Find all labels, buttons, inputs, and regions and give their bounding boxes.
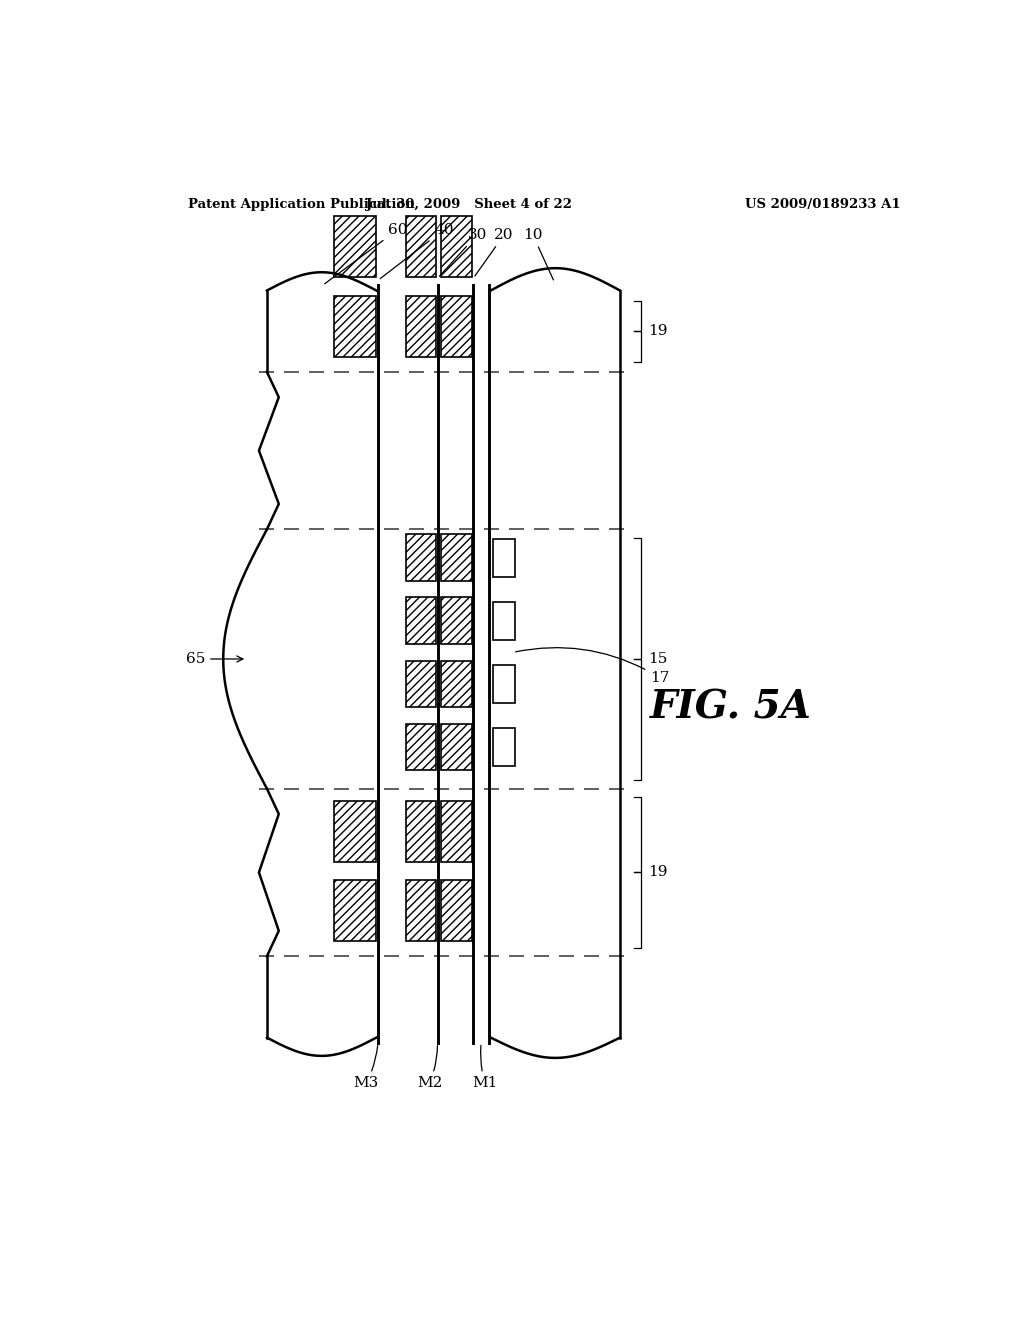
Text: 15: 15 <box>648 652 668 667</box>
Bar <box>406 296 436 356</box>
Bar <box>494 727 515 766</box>
Bar <box>334 216 376 277</box>
Bar <box>406 660 436 708</box>
Text: 30: 30 <box>439 227 486 276</box>
Bar <box>441 216 472 277</box>
Text: 65: 65 <box>185 652 243 667</box>
Text: 10: 10 <box>523 227 553 280</box>
Text: M3: M3 <box>353 1045 379 1090</box>
Bar <box>334 880 376 941</box>
Bar <box>334 296 376 356</box>
Text: 17: 17 <box>516 648 670 685</box>
Text: M2: M2 <box>417 1045 442 1090</box>
Bar <box>441 535 472 581</box>
Bar <box>441 660 472 708</box>
Bar <box>441 598 472 644</box>
Bar <box>334 801 376 862</box>
Text: US 2009/0189233 A1: US 2009/0189233 A1 <box>744 198 900 211</box>
Bar <box>441 296 472 356</box>
Bar <box>406 723 436 771</box>
Bar <box>441 880 472 941</box>
Text: M1: M1 <box>472 1045 498 1090</box>
Bar <box>406 598 436 644</box>
Text: FIG. 5A: FIG. 5A <box>650 688 812 726</box>
Bar <box>406 216 436 277</box>
Text: 20: 20 <box>475 227 514 276</box>
Bar <box>494 664 515 704</box>
Text: 19: 19 <box>648 325 668 338</box>
Bar <box>494 602 515 640</box>
Bar <box>406 801 436 862</box>
Text: 60: 60 <box>325 223 408 284</box>
Text: Patent Application Publication: Patent Application Publication <box>187 198 415 211</box>
Bar <box>494 539 515 577</box>
Bar <box>406 535 436 581</box>
Text: Jul. 30, 2009   Sheet 4 of 22: Jul. 30, 2009 Sheet 4 of 22 <box>367 198 572 211</box>
Bar <box>441 801 472 862</box>
Bar <box>441 723 472 771</box>
Text: 40: 40 <box>380 223 454 279</box>
Bar <box>406 880 436 941</box>
Text: 19: 19 <box>648 866 668 879</box>
